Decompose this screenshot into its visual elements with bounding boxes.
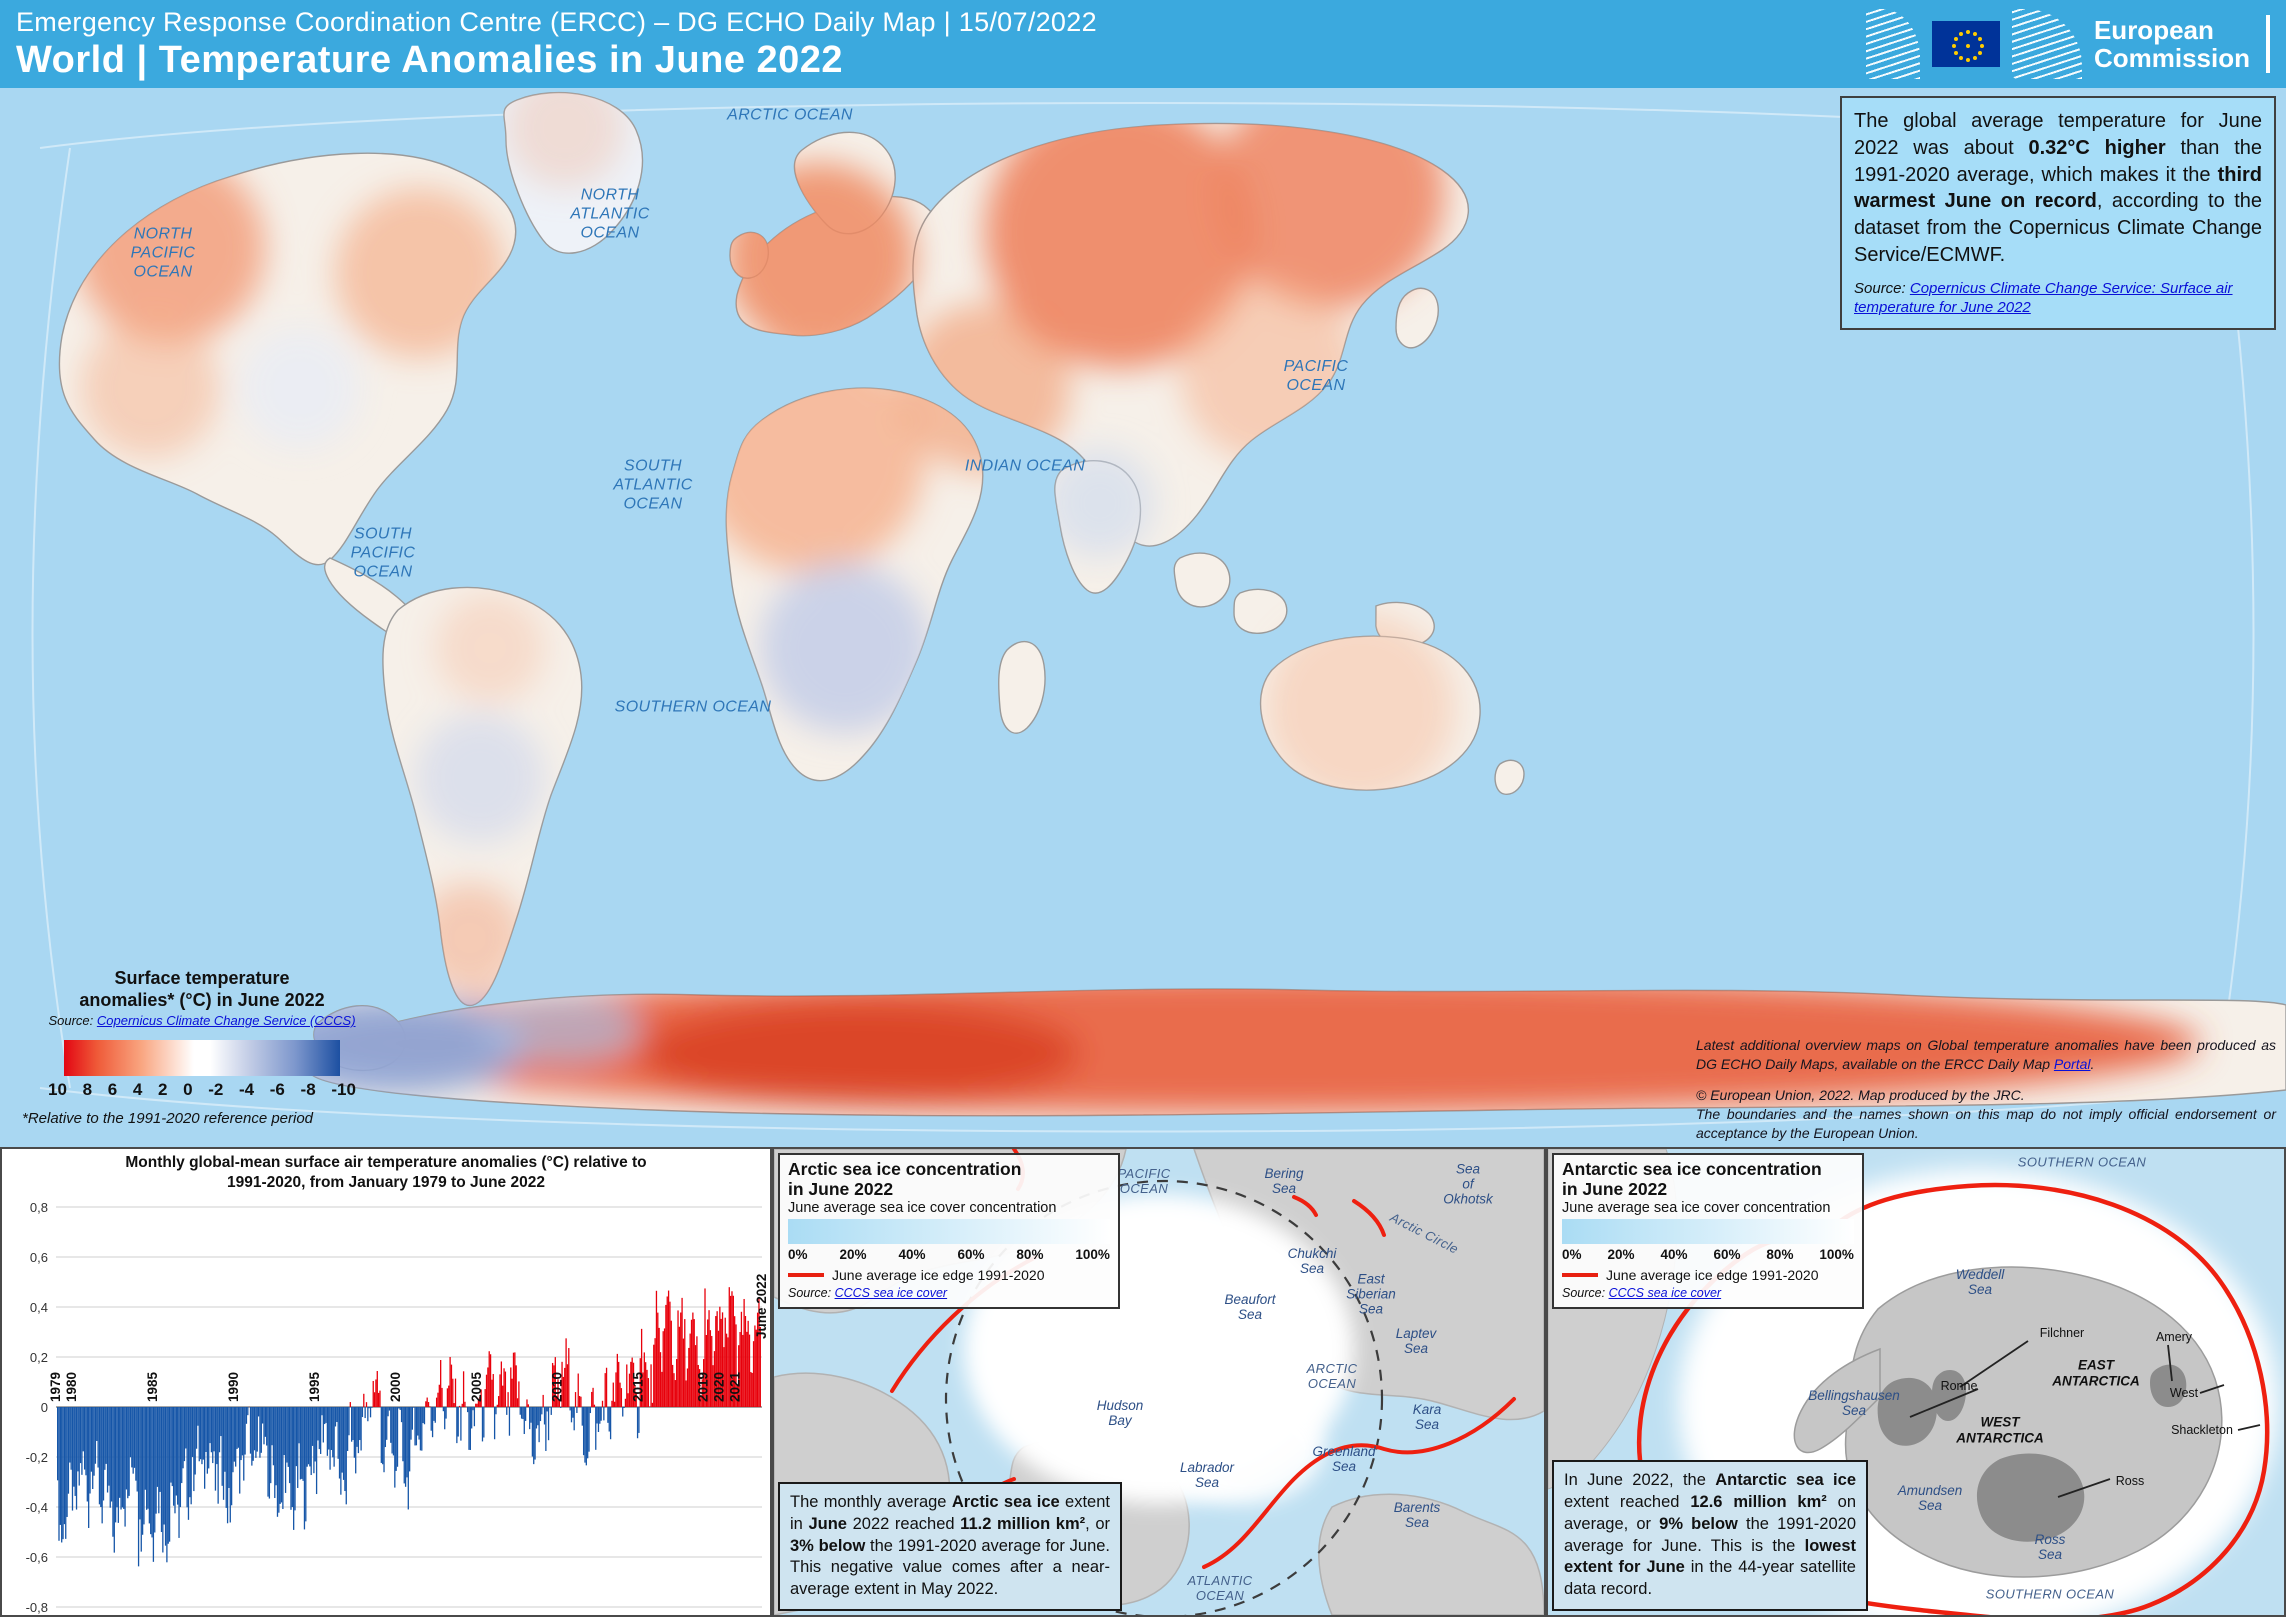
antarctic-sea-ice-panel: Antarctic sea ice concentration in June … bbox=[1546, 1147, 2286, 1617]
svg-text:1995: 1995 bbox=[307, 1371, 322, 1402]
note-portal[interactable]: Latest additional overview maps on Globa… bbox=[1696, 1037, 2276, 1072]
svg-text:2020: 2020 bbox=[712, 1372, 727, 1402]
arctic-legend-title: Arctic sea ice concentration in June 202… bbox=[788, 1159, 1022, 1199]
svg-text:2005: 2005 bbox=[469, 1371, 484, 1402]
temperature-legend: Surface temperature anomalies* (°C) in J… bbox=[16, 968, 388, 1127]
svg-text:2021: 2021 bbox=[728, 1371, 743, 1402]
svg-text:-0,6: -0,6 bbox=[26, 1550, 48, 1565]
svg-text:1979: 1979 bbox=[48, 1372, 63, 1402]
svg-text:-0,8: -0,8 bbox=[26, 1600, 48, 1615]
antarctica-continent bbox=[1793, 1266, 2223, 1578]
arctic-legend-subtitle: June average sea ice cover concentration bbox=[788, 1200, 1057, 1217]
svg-text:0,6: 0,6 bbox=[30, 1250, 48, 1265]
svg-text:-0,4: -0,4 bbox=[26, 1500, 48, 1515]
arctic-text-box: The monthly average Arctic sea ice exten… bbox=[778, 1482, 1122, 1611]
antarctic-legend-box: Antarctic sea ice concentration in June … bbox=[1552, 1153, 1864, 1310]
antarctic-legend-subtitle: June average sea ice cover concentration bbox=[1562, 1200, 1831, 1217]
cccs-sea-ice-link[interactable]: CCCS sea ice cover bbox=[1608, 1286, 1722, 1301]
logo-swoosh-icon bbox=[1865, 9, 1920, 79]
sea-ice-gradient-bar bbox=[1562, 1219, 1854, 1245]
hyperlink[interactable]: Copernicus Climate Change Service: Surfa… bbox=[1854, 279, 2233, 317]
header-bar: Emergency Response Coordination Centre (… bbox=[0, 0, 2286, 88]
red-line-icon bbox=[1562, 1273, 1598, 1278]
logo-divider bbox=[2266, 15, 2270, 73]
antarctic-legend-source: Source: CCCS sea ice cover bbox=[1562, 1286, 1722, 1301]
legend-title-line1: Surface temperature bbox=[114, 968, 290, 988]
arctic-sea-ice-panel: Arctic sea ice concentration in June 202… bbox=[772, 1147, 1546, 1617]
arctic-legend-source: Source: CCCS sea ice cover bbox=[788, 1286, 948, 1301]
bottom-strip: Monthly global-mean surface air temperat… bbox=[0, 1147, 2286, 1617]
arctic-map-graphic bbox=[774, 1149, 1544, 1615]
hyperlink[interactable]: Portal bbox=[2053, 1055, 2091, 1072]
logo-text: European Commission bbox=[2093, 14, 2250, 73]
svg-text:1985: 1985 bbox=[145, 1371, 160, 1402]
svg-text:2015: 2015 bbox=[631, 1371, 646, 1402]
note-disclaimer: The boundaries and the names shown on th… bbox=[1696, 1105, 2276, 1141]
world-temperature-anomaly-map: The global average temperature for June … bbox=[0, 88, 2286, 1147]
eu-flag-icon bbox=[1931, 21, 2000, 67]
antarctic-legend-title: Antarctic sea ice concentration in June … bbox=[1562, 1159, 1822, 1199]
global-temperature-summary-box: The global average temperature for June … bbox=[1840, 96, 2276, 330]
temperature-anomaly-chart-panel: Monthly global-mean surface air temperat… bbox=[0, 1147, 772, 1617]
european-commission-logo: European Commission bbox=[1865, 6, 2270, 82]
summary-text: The global average temperature for June … bbox=[1854, 110, 2263, 266]
ice-edge-key: June average ice edge 1991-2020 bbox=[788, 1267, 1110, 1283]
sea-ice-ticks: 0% 20% 40% 60% 80% 100% bbox=[788, 1247, 1110, 1263]
header-subtitle: Emergency Response Coordination Centre (… bbox=[16, 7, 1097, 37]
summary-source[interactable]: Source: Copernicus Climate Change Servic… bbox=[1854, 279, 2233, 317]
page-title: World | Temperature Anomalies in June 20… bbox=[16, 39, 844, 81]
svg-text:0,8: 0,8 bbox=[30, 1200, 48, 1215]
arctic-legend-box: Arctic sea ice concentration in June 202… bbox=[778, 1153, 1120, 1310]
svg-text:0,2: 0,2 bbox=[30, 1350, 48, 1365]
svg-text:2019: 2019 bbox=[695, 1372, 710, 1402]
logo-swoosh-icon bbox=[2011, 9, 2082, 79]
cccs-sea-ice-link[interactable]: CCCS sea ice cover bbox=[834, 1286, 948, 1301]
svg-text:June 2022: June 2022 bbox=[754, 1274, 769, 1339]
note-copyright: © European Union, 2022. Map produced by … bbox=[1696, 1086, 2025, 1103]
map-notes: Latest additional overview maps on Globa… bbox=[1696, 1036, 2276, 1142]
legend-source: Source: Copernicus Climate Change Servic… bbox=[48, 1013, 356, 1029]
legend-ticks: 10 8 6 4 2 0 -2 -4 -6 -8 -10 bbox=[48, 1080, 356, 1100]
svg-text:2000: 2000 bbox=[388, 1372, 403, 1402]
arctic-circle-line bbox=[944, 1179, 1384, 1615]
world-map-graphic bbox=[31, 91, 2286, 1133]
sea-ice-gradient-bar bbox=[788, 1219, 1110, 1245]
antarctic-text-box: In June 2022, the Antarctic sea ice exte… bbox=[1552, 1460, 1868, 1611]
svg-text:0,4: 0,4 bbox=[30, 1300, 48, 1315]
svg-text:-0,2: -0,2 bbox=[26, 1450, 48, 1465]
anomalies-bar-chart: 0,8 0,6 0,4 0,2 0 -0,2 -0,4 -0,6 -0,8 1979 1980 198… bbox=[26, 1200, 769, 1615]
temperature-anomaly-shading bbox=[75, 92, 2200, 1113]
red-line-icon bbox=[788, 1273, 824, 1278]
legend-footnote: *Relative to the 1991-2020 reference per… bbox=[22, 1110, 314, 1128]
legend-title-line2: anomalies* (°C) in June 2022 bbox=[79, 989, 325, 1010]
chart-title: Monthly global-mean surface air temperat… bbox=[125, 1154, 647, 1192]
svg-text:1990: 1990 bbox=[226, 1372, 241, 1402]
svg-text:1980: 1980 bbox=[64, 1372, 79, 1402]
temperature-gradient-bar bbox=[64, 1040, 340, 1077]
ice-edge-key: June average ice edge 1991-2020 bbox=[1562, 1267, 1854, 1283]
sea-ice-ticks: 0% 20% 40% 60% 80% 100% bbox=[1562, 1247, 1854, 1263]
shelf-pointer-lines bbox=[1909, 1340, 2261, 1498]
svg-text:2010: 2010 bbox=[550, 1372, 565, 1402]
svg-text:0: 0 bbox=[41, 1400, 48, 1415]
cccs-link[interactable]: Copernicus Climate Change Service (CCCS) bbox=[96, 1013, 356, 1029]
